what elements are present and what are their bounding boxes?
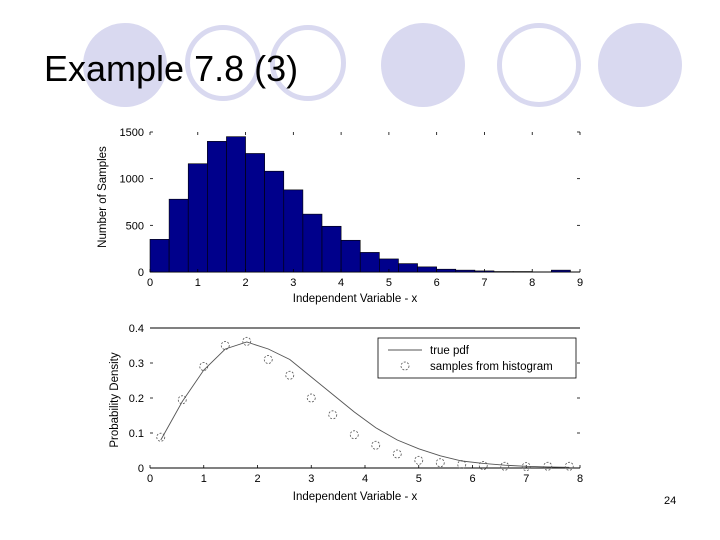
histogram-bar [168, 198, 189, 273]
sample-point [263, 355, 273, 364]
y-axis-label: Probability Density [109, 352, 121, 447]
x-tick-label: 3 [308, 473, 314, 485]
sample-point [220, 341, 230, 350]
x-tick-label: 4 [362, 473, 368, 485]
x-tick-label: 6 [434, 277, 440, 289]
histogram-bar [321, 225, 342, 273]
histogram-bar [207, 141, 227, 273]
x-axis-label: Independent Variable - x [293, 293, 418, 305]
sample-point [328, 410, 338, 420]
histogram-bar [302, 213, 323, 273]
y-tick-label: 0 [138, 463, 144, 475]
histogram-bar [283, 189, 304, 273]
sample-point [500, 461, 510, 471]
sample-point [177, 395, 187, 405]
sample-point [199, 362, 209, 371]
x-tick-label: 7 [481, 277, 487, 289]
sample-point [285, 370, 295, 380]
x-tick-label: 3 [290, 277, 296, 289]
sample-point [564, 461, 574, 471]
x-tick-label: 4 [338, 277, 344, 289]
x-tick-label: 5 [386, 277, 392, 289]
histogram-bar [359, 252, 380, 273]
sample-point [242, 336, 252, 346]
sample-point [392, 449, 402, 459]
slide-title: Example 7.8 (3) [44, 48, 299, 89]
x-tick-label: 0 [147, 277, 153, 289]
x-tick-label: 5 [416, 473, 422, 485]
sample-point [306, 393, 316, 403]
histogram-bar [226, 136, 246, 273]
x-tick-label: 7 [523, 473, 529, 485]
y-tick-label: 0.4 [129, 323, 144, 335]
sample-point [457, 460, 467, 469]
histogram-bar [455, 269, 476, 273]
x-tick-label: 9 [577, 277, 583, 289]
histogram-bar [149, 239, 170, 273]
sample-point [435, 458, 445, 468]
decor-circle-6 [598, 23, 682, 107]
histogram-bar [436, 268, 457, 273]
legend-label-true-pdf: true pdf [430, 345, 470, 357]
x-tick-label: 1 [195, 277, 201, 289]
x-tick-label: 8 [529, 277, 535, 289]
sample-point [371, 440, 381, 450]
y-tick-label: 0.2 [129, 393, 144, 405]
true-pdf-line [160, 341, 570, 468]
pdf-chart: 0 1 2 3 4 5 6 7 8 0 0.1 0.2 0.3 0.4 true pdf samples fr… [109, 323, 583, 503]
histogram-bar [187, 163, 208, 273]
histogram-chart: 0 1 2 3 4 5 6 7 8 9 0 500 1000 1500 Independent Variab… [97, 127, 583, 305]
y-tick-label: 0.1 [129, 428, 144, 440]
sample-point [349, 430, 359, 440]
histogram-bar [340, 239, 361, 273]
x-tick-label: 2 [242, 277, 248, 289]
y-tick-label: 1000 [120, 174, 144, 186]
histogram-bar [398, 263, 418, 273]
y-axis-label: Number of Samples [97, 146, 109, 248]
sample-point [521, 462, 531, 472]
y-tick-label: 0.3 [129, 358, 144, 370]
sample-point [543, 461, 553, 471]
histogram-bar [417, 266, 437, 273]
sample-point [414, 455, 424, 465]
y-tick-label: 500 [126, 220, 144, 232]
sample-point [156, 432, 166, 442]
y-tick-label: 0 [138, 267, 144, 279]
x-axis-label: Independent Variable - x [293, 491, 418, 503]
x-tick-label: 0 [147, 473, 153, 485]
legend-circle-swatch [400, 361, 410, 371]
decor-circle-1 [83, 23, 167, 107]
x-tick-label: 6 [469, 473, 475, 485]
decor-circle-3 [270, 25, 346, 101]
legend-label-samples: samples from histogram [430, 361, 553, 373]
decor-circle-4 [381, 23, 465, 107]
histogram-bar [245, 153, 265, 273]
sample-point [478, 461, 488, 470]
legend-box [377, 337, 577, 379]
y-tick-label: 1500 [120, 127, 144, 139]
x-tick-label: 8 [577, 473, 583, 485]
x-tick-label: 1 [201, 473, 207, 485]
histogram-bar [264, 170, 285, 273]
decor-circle-2 [185, 25, 261, 101]
x-tick-label: 2 [254, 473, 260, 485]
histogram-bar [551, 269, 571, 273]
decor-circle-5 [497, 23, 581, 107]
page-number: 24 [664, 495, 677, 507]
